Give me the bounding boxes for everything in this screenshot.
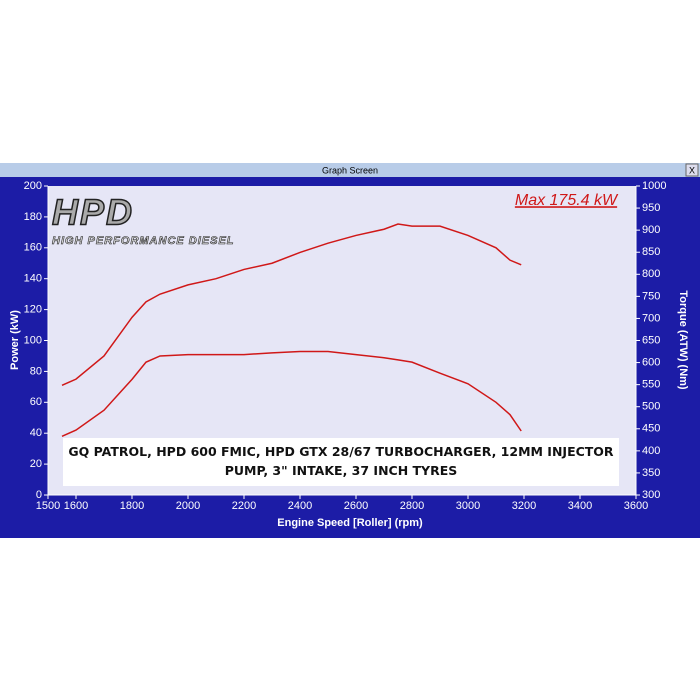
y-tick-label: 40 <box>30 427 42 439</box>
window-title: Graph Screen <box>322 165 378 175</box>
y2-tick-label: 550 <box>642 379 660 391</box>
y2-tick-label: 350 <box>642 467 660 479</box>
y-tick-label: 160 <box>24 242 42 254</box>
y2-tick-label: 1000 <box>642 180 666 192</box>
x-tick-label: 3000 <box>456 500 480 512</box>
x-tick-label: 2200 <box>232 500 256 512</box>
y-tick-label: 200 <box>24 180 42 192</box>
caption: GQ PATROL, HPD 600 FMIC, HPD GTX 28/67 T… <box>63 438 619 486</box>
y-tick-label: 100 <box>24 334 42 346</box>
series-line <box>61 223 522 386</box>
y2-tick-label: 950 <box>642 202 660 214</box>
title-bar <box>0 163 700 177</box>
y2-tick-label: 800 <box>642 268 660 280</box>
y-tick-label: 80 <box>30 365 42 377</box>
y2-tick-label: 850 <box>642 246 660 258</box>
logo-subtitle: HIGH PERFORMANCE DIESEL <box>52 235 235 247</box>
x-tick-label: 1600 <box>64 500 88 512</box>
y2-tick-label: 700 <box>642 312 660 324</box>
y-tick-label: 140 <box>24 273 42 285</box>
y2-tick-label: 600 <box>642 356 660 368</box>
series-line <box>61 350 522 437</box>
x-axis-label: Engine Speed [Roller] (rpm) <box>277 517 423 529</box>
y2-tick-label: 450 <box>642 423 660 435</box>
y-axis-label: Power (kW) <box>9 310 21 370</box>
x-tick-label: 1500 <box>36 500 60 512</box>
y2-tick-label: 750 <box>642 290 660 302</box>
x-tick-label: 3600 <box>624 500 648 512</box>
x-tick-label: 2600 <box>344 500 368 512</box>
close-button[interactable] <box>685 163 699 177</box>
x-tick-label: 3400 <box>568 500 592 512</box>
y-tick-label: 180 <box>24 211 42 223</box>
y-tick-label: 120 <box>24 304 42 316</box>
x-tick-label: 2800 <box>400 500 424 512</box>
y2-tick-label: 900 <box>642 224 660 236</box>
y-tick-label: 20 <box>30 458 42 470</box>
x-tick-label: 1800 <box>120 500 144 512</box>
close-label[interactable]: X <box>689 165 695 175</box>
y2-tick-label: 300 <box>642 489 660 501</box>
y-tick-label: 60 <box>30 396 42 408</box>
y2-tick-label: 500 <box>642 401 660 413</box>
x-tick-label: 2400 <box>288 500 312 512</box>
logo-title: HPD <box>52 192 134 233</box>
x-tick-label: 3200 <box>512 500 536 512</box>
y2-axis-label: Torque (ATW) (Nm) <box>677 290 689 390</box>
x-tick-label: 2000 <box>176 500 200 512</box>
y2-tick-label: 400 <box>642 445 660 457</box>
annotation: Max 175.4 kW <box>515 192 619 209</box>
y2-tick-label: 650 <box>642 334 660 346</box>
y-tick-label: 0 <box>36 489 42 501</box>
